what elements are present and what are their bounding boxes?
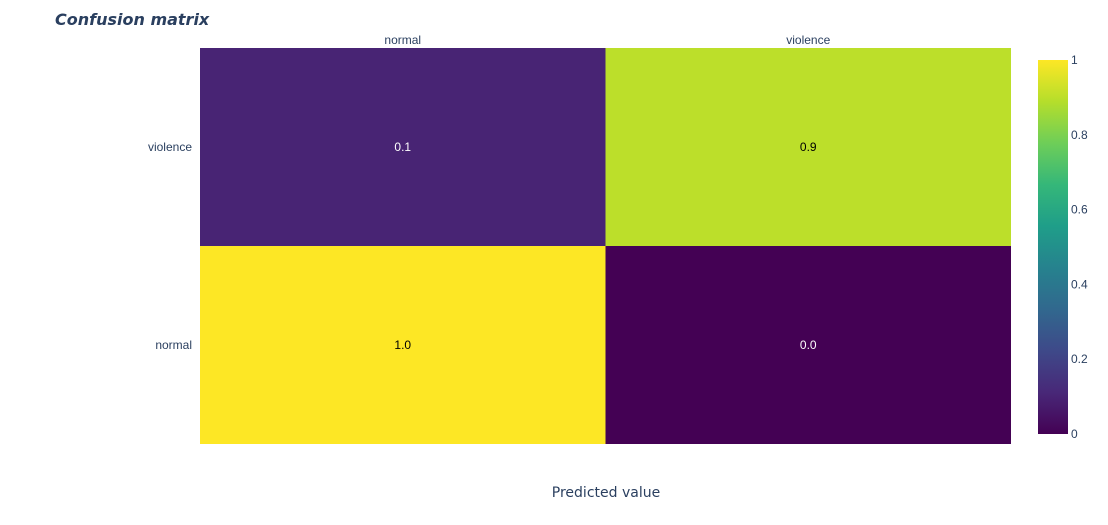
chart-title: Confusion matrix xyxy=(55,10,210,29)
heatmap-cells: 0.1 0.9 1.0 0.0 xyxy=(200,48,1011,444)
colorbar-ticks: 0 0.2 0.4 0.6 0.8 1 xyxy=(1071,53,1088,441)
x-axis-ticks: normal violence xyxy=(384,33,830,47)
heatmap-cell-normal-normal[interactable] xyxy=(200,246,606,444)
cell-label: 0.9 xyxy=(800,140,817,154)
y-axis-ticks: violence normal xyxy=(148,140,192,352)
heatmap-cell-violence-violence[interactable] xyxy=(605,48,1012,246)
colorbar-tick-label: 0 xyxy=(1071,427,1078,441)
x-tick-label: violence xyxy=(786,33,830,47)
x-axis-title: Predicted value xyxy=(552,485,660,501)
colorbar-tick-label: 1 xyxy=(1071,53,1078,67)
colorbar-tick-label: 0.8 xyxy=(1071,128,1088,142)
y-tick-label: violence xyxy=(148,140,192,154)
cell-label: 1.0 xyxy=(394,338,411,352)
colorbar: 0 0.2 0.4 0.6 0.8 1 xyxy=(1038,53,1088,441)
colorbar-gradient xyxy=(1038,60,1068,434)
x-tick-label: normal xyxy=(384,33,421,47)
colorbar-tick-label: 0.2 xyxy=(1071,352,1088,366)
colorbar-tick-label: 0.6 xyxy=(1071,203,1088,217)
colorbar-tick-label: 0.4 xyxy=(1071,277,1088,291)
heatmap-cell-normal-violence[interactable] xyxy=(605,246,1012,444)
cell-label: 0.1 xyxy=(394,140,411,154)
cell-label: 0.0 xyxy=(800,338,817,352)
heatmap-cell-violence-normal[interactable] xyxy=(200,48,606,246)
y-tick-label: normal xyxy=(155,338,192,352)
